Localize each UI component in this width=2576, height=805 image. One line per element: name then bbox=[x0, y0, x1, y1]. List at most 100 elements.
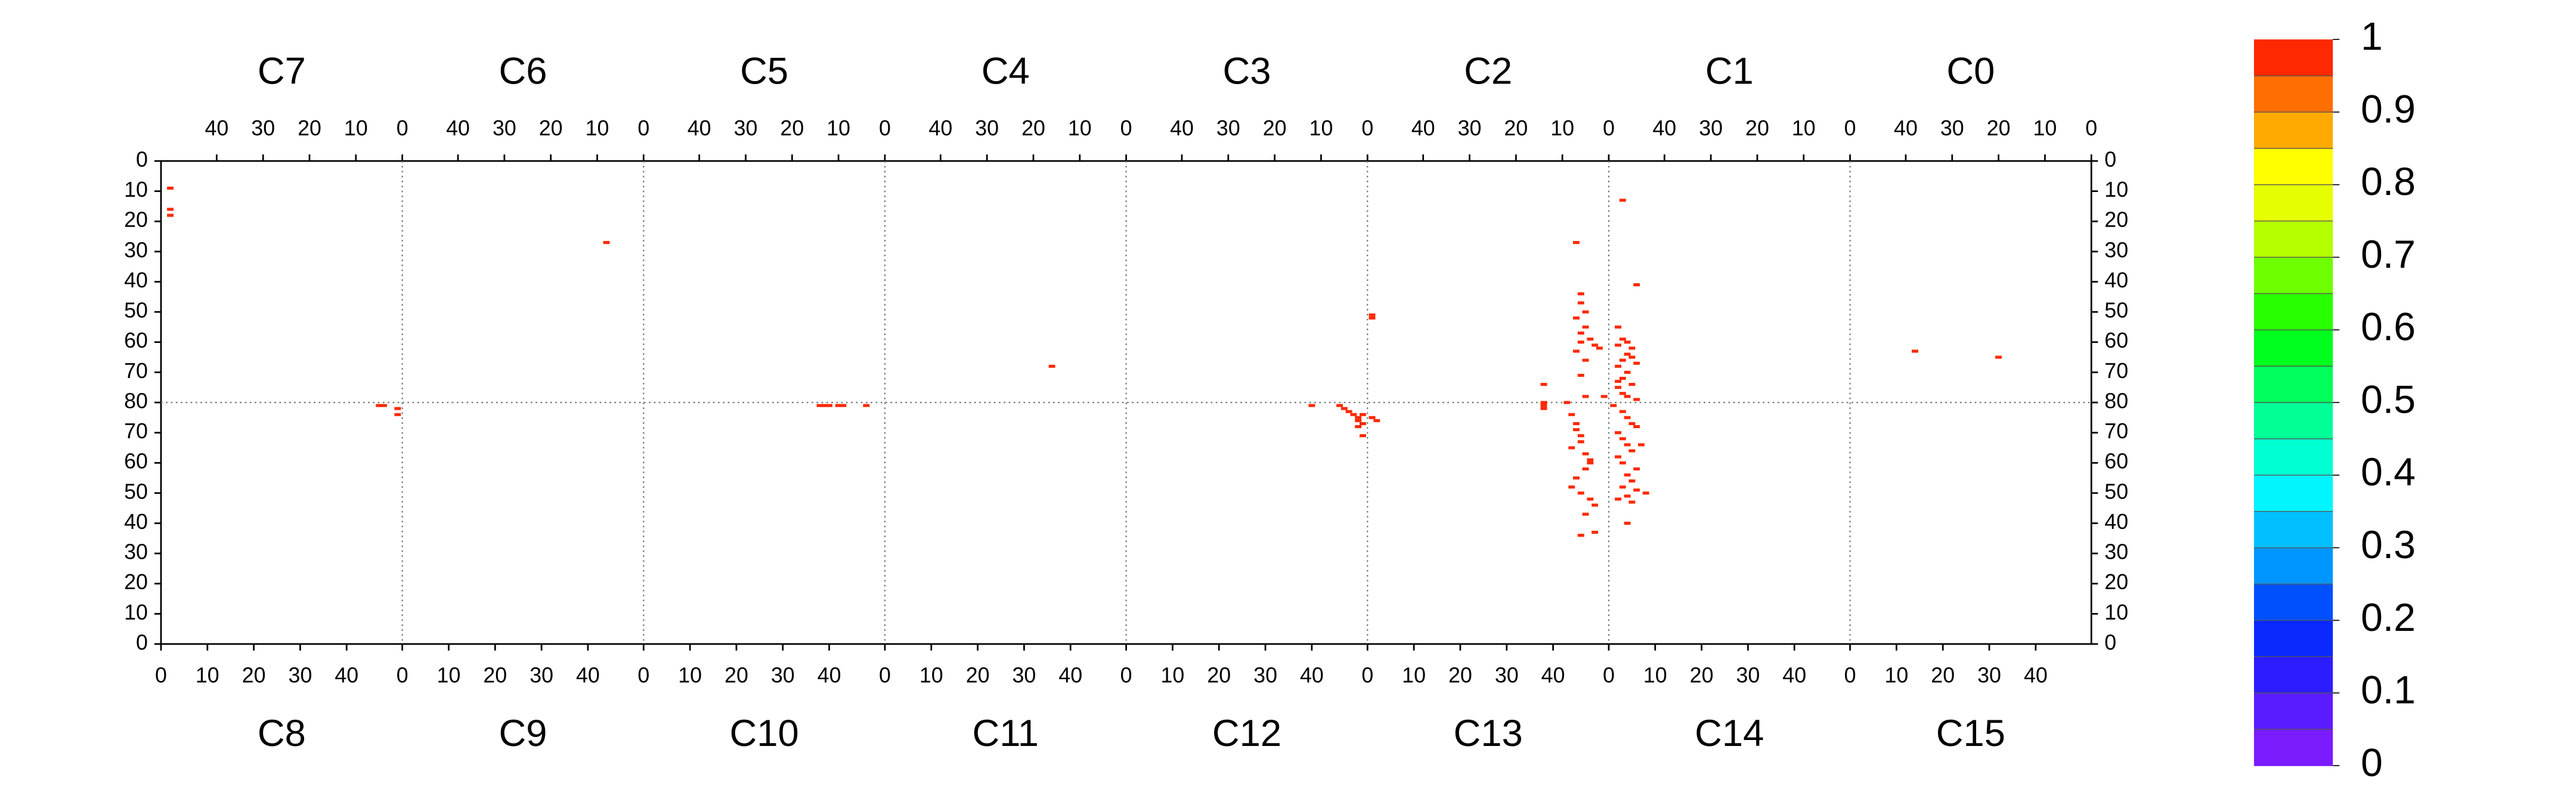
hit-cell bbox=[1624, 395, 1631, 398]
panel-label: C6 bbox=[499, 51, 547, 92]
x-tick-label: 30 bbox=[289, 664, 312, 688]
hit-cell bbox=[1619, 461, 1626, 465]
y-tick-label: 30 bbox=[124, 540, 148, 564]
colorbar-tick-label: 0.5 bbox=[2361, 377, 2416, 422]
hit-cell bbox=[394, 413, 401, 416]
x-tick-label: 10 bbox=[678, 664, 702, 688]
hit-cell bbox=[1624, 494, 1631, 498]
hit-cell bbox=[1619, 410, 1626, 413]
colorbar-band bbox=[2254, 547, 2333, 585]
x-tick-label: 40 bbox=[818, 664, 841, 688]
colorbar-band bbox=[2254, 366, 2333, 403]
x-tick-label: 30 bbox=[1940, 116, 1964, 140]
x-tick-label: 20 bbox=[1931, 664, 1955, 688]
hit-cell bbox=[1573, 428, 1580, 432]
hit-cell bbox=[167, 208, 174, 211]
hit-cell bbox=[380, 404, 387, 407]
x-tick-label: 0 bbox=[1361, 664, 1373, 688]
hit-cell bbox=[376, 404, 383, 407]
hit-cell bbox=[1624, 521, 1631, 525]
hit-cell bbox=[1633, 398, 1640, 401]
hit-cell bbox=[1615, 386, 1621, 389]
x-tick-label: 0 bbox=[1120, 664, 1132, 688]
hit-cell bbox=[1582, 310, 1589, 314]
x-tick-label: 30 bbox=[530, 664, 553, 688]
hit-cell bbox=[1577, 373, 1584, 377]
y-tick-label: 20 bbox=[124, 208, 148, 232]
x-tick-label: 20 bbox=[1745, 116, 1769, 140]
hit-cell bbox=[1628, 500, 1636, 504]
hit-cell bbox=[1540, 383, 1547, 386]
x-tick-label: 10 bbox=[826, 116, 850, 140]
colorbar-band bbox=[2254, 729, 2333, 766]
x-tick-label: 0 bbox=[1603, 664, 1615, 688]
colorbar-tick-label: 0.3 bbox=[2361, 523, 2416, 567]
x-tick-label: 30 bbox=[1977, 664, 2001, 688]
y-tick-label-right: 20 bbox=[2104, 570, 2128, 594]
colorbar-band bbox=[2254, 112, 2333, 149]
hit-cell bbox=[1350, 413, 1357, 416]
colorbar-band bbox=[2254, 438, 2333, 476]
x-tick-label: 10 bbox=[1402, 664, 1426, 688]
hit-cell bbox=[1360, 422, 1366, 425]
x-tick-label: 40 bbox=[335, 664, 358, 688]
x-tick-label: 30 bbox=[1253, 664, 1277, 688]
hit-cell bbox=[1619, 199, 1626, 202]
y-tick-label-right: 0 bbox=[2104, 147, 2116, 171]
x-tick-label: 40 bbox=[1170, 116, 1194, 140]
y-tick-label-right: 50 bbox=[2104, 479, 2128, 503]
hit-cell bbox=[1540, 401, 1547, 404]
x-tick-label: 0 bbox=[1603, 116, 1615, 140]
hit-cell bbox=[1573, 422, 1580, 425]
y-tick-label-right: 30 bbox=[2104, 238, 2128, 262]
x-tick-label: 0 bbox=[397, 116, 408, 140]
hit-cell bbox=[1624, 352, 1631, 356]
x-tick-label: 20 bbox=[1987, 116, 2011, 140]
colorbar-tick-label: 0.1 bbox=[2361, 668, 2416, 713]
hit-cell bbox=[840, 404, 847, 407]
x-tick-label: 30 bbox=[1013, 664, 1036, 688]
hit-cell bbox=[1615, 497, 1621, 501]
hit-cell bbox=[1600, 395, 1608, 398]
x-tick-label: 40 bbox=[2024, 664, 2048, 688]
hit-cell bbox=[1582, 452, 1589, 456]
x-tick-label: 0 bbox=[1844, 116, 1856, 140]
panel-label: C7 bbox=[258, 51, 306, 92]
hit-cell bbox=[1577, 292, 1584, 296]
colorbar-tick-label: 0.9 bbox=[2361, 87, 2416, 131]
y-tick-label: 60 bbox=[124, 450, 148, 473]
hit-cell bbox=[1619, 358, 1626, 362]
x-tick-label: 30 bbox=[1458, 116, 1482, 140]
y-tick-label-right: 60 bbox=[2104, 450, 2128, 473]
colorbar-tick-label: 0 bbox=[2361, 741, 2383, 785]
hit-cell bbox=[1568, 413, 1575, 416]
hit-cell bbox=[1615, 325, 1621, 329]
colorbar-band bbox=[2254, 148, 2333, 185]
hit-cell bbox=[1624, 340, 1631, 344]
panel-label: C12 bbox=[1212, 713, 1281, 754]
y-tick-label: 20 bbox=[124, 570, 148, 594]
hit-cell bbox=[1577, 301, 1584, 305]
y-tick-label-right: 70 bbox=[2104, 419, 2128, 443]
x-tick-label: 20 bbox=[483, 664, 507, 688]
x-tick-label: 40 bbox=[928, 116, 952, 140]
x-tick-label: 20 bbox=[1021, 116, 1045, 140]
hit-cell bbox=[1577, 440, 1584, 444]
hit-cell bbox=[1995, 355, 2002, 359]
colorbar-band bbox=[2254, 620, 2333, 658]
panel-label: C13 bbox=[1453, 713, 1522, 754]
colorbar-band bbox=[2254, 584, 2333, 621]
x-tick-label: 20 bbox=[1207, 664, 1231, 688]
hit-cell bbox=[1368, 316, 1376, 320]
colorbar-band bbox=[2254, 39, 2333, 76]
x-tick-label: 0 bbox=[1844, 664, 1856, 688]
x-tick-label: 30 bbox=[1495, 664, 1519, 688]
hit-cell bbox=[1048, 364, 1055, 368]
x-tick-label: 20 bbox=[1263, 116, 1287, 140]
x-tick-label: 10 bbox=[1161, 664, 1185, 688]
y-tick-label: 0 bbox=[136, 147, 148, 171]
hit-cell bbox=[1373, 419, 1380, 422]
y-tick-label: 10 bbox=[124, 178, 148, 202]
y-tick-label: 60 bbox=[124, 329, 148, 352]
